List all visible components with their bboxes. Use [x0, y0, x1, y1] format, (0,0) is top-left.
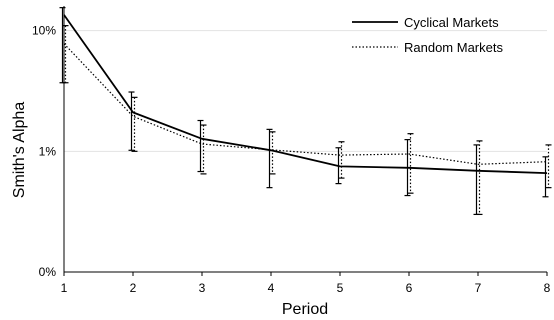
series-line-cyclical [63, 14, 548, 174]
x-tick-label: 8 [544, 281, 551, 295]
legend: Cyclical Markets Random Markets [352, 15, 503, 55]
error-bars [59, 7, 552, 216]
x-tick-label: 3 [199, 281, 206, 295]
y-tick-label: 1% [39, 144, 57, 158]
legend-label-cyclical: Cyclical Markets [404, 15, 499, 30]
x-tick-label: 5 [337, 281, 344, 295]
x-axis-title: Period [282, 301, 328, 318]
y-axis-title: Smith's Alpha [11, 102, 28, 199]
tick-labels: 0% 1% 10% 1 2 3 4 5 6 7 8 [32, 24, 551, 295]
x-tick-label: 2 [130, 281, 137, 295]
y-tick-label: 10% [32, 24, 56, 38]
series-lines [63, 14, 548, 174]
x-tick-label: 1 [61, 281, 68, 295]
series-line-random [63, 43, 548, 165]
y-tick-label: 0% [39, 265, 57, 279]
x-tick-label: 7 [475, 281, 482, 295]
gridlines [64, 30, 547, 152]
legend-label-random: Random Markets [404, 40, 503, 55]
x-tick-label: 6 [406, 281, 413, 295]
x-tick-label: 4 [268, 281, 275, 295]
axes [63, 6, 548, 276]
